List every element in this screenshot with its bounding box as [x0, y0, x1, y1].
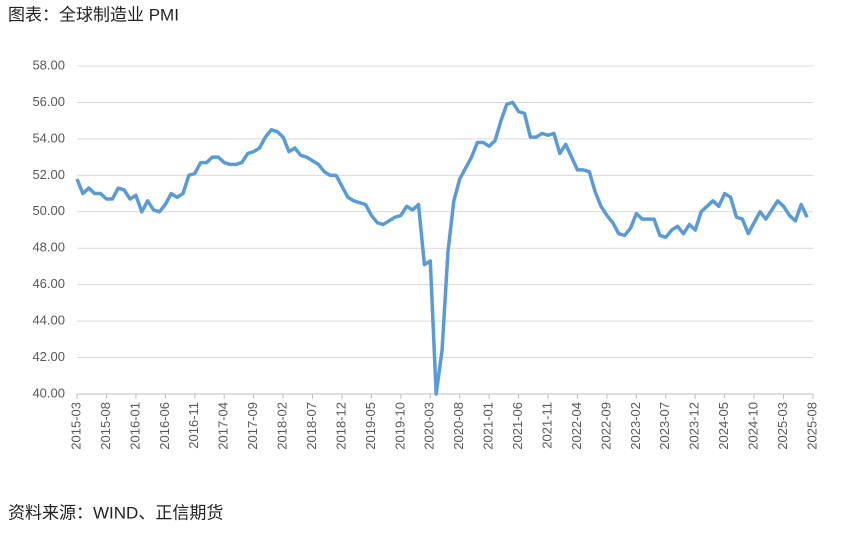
- x-tick-label: 2017-04: [216, 402, 231, 450]
- x-tick-label: 2023-12: [687, 402, 702, 450]
- y-tick-label: 56.00: [32, 94, 65, 109]
- x-tick-label: 2024-10: [746, 402, 761, 450]
- x-tick-label: 2016-11: [186, 402, 201, 449]
- data-line: [75, 100, 809, 396]
- x-tick-label: 2025-03: [775, 402, 790, 450]
- x-tick-label: 2016-06: [157, 402, 172, 450]
- y-tick-label: 40.00: [32, 385, 65, 400]
- x-tick-label: 2018-02: [275, 402, 290, 450]
- y-tick-label: 42.00: [32, 349, 65, 364]
- x-tick-label: 2025-08: [804, 402, 819, 450]
- y-tick-label: 48.00: [32, 240, 65, 255]
- y-tick-label: 44.00: [32, 313, 65, 328]
- x-tick-label: 2015-08: [98, 402, 113, 450]
- x-tick-label: 2022-09: [598, 402, 613, 450]
- x-tick-label: 2018-07: [304, 402, 319, 450]
- x-tick-label: 2020-03: [422, 402, 437, 450]
- x-tick-label: 2021-01: [481, 402, 496, 450]
- x-tick-label: 2019-05: [363, 402, 378, 450]
- y-tick-label: 58.00: [32, 57, 65, 72]
- y-tick-label: 54.00: [32, 130, 65, 145]
- x-tick-label: 2023-02: [628, 402, 643, 450]
- y-tick-label: 50.00: [32, 203, 65, 218]
- x-tick-label: 2021-06: [510, 402, 525, 450]
- x-tick-label: 2021-11: [539, 402, 554, 449]
- chart-title: 图表：全球制造业 PMI: [8, 5, 179, 24]
- x-tick-label: 2017-09: [245, 402, 260, 450]
- x-tick-label: 2022-04: [569, 402, 584, 450]
- y-tick-label: 46.00: [32, 276, 65, 291]
- x-tick-label: 2016-01: [127, 402, 142, 450]
- x-tick-label: 2020-08: [451, 402, 466, 450]
- x-tick-label: 2024-05: [716, 402, 731, 450]
- x-tick-label: 2019-10: [392, 402, 407, 450]
- x-tick-label: 2023-07: [657, 402, 672, 450]
- y-tick-label: 52.00: [32, 167, 65, 182]
- x-tick-label: 2015-03: [68, 402, 83, 450]
- source-note: 资料来源：WIND、正信期货: [8, 503, 223, 522]
- x-tick-label: 2018-12: [333, 402, 348, 450]
